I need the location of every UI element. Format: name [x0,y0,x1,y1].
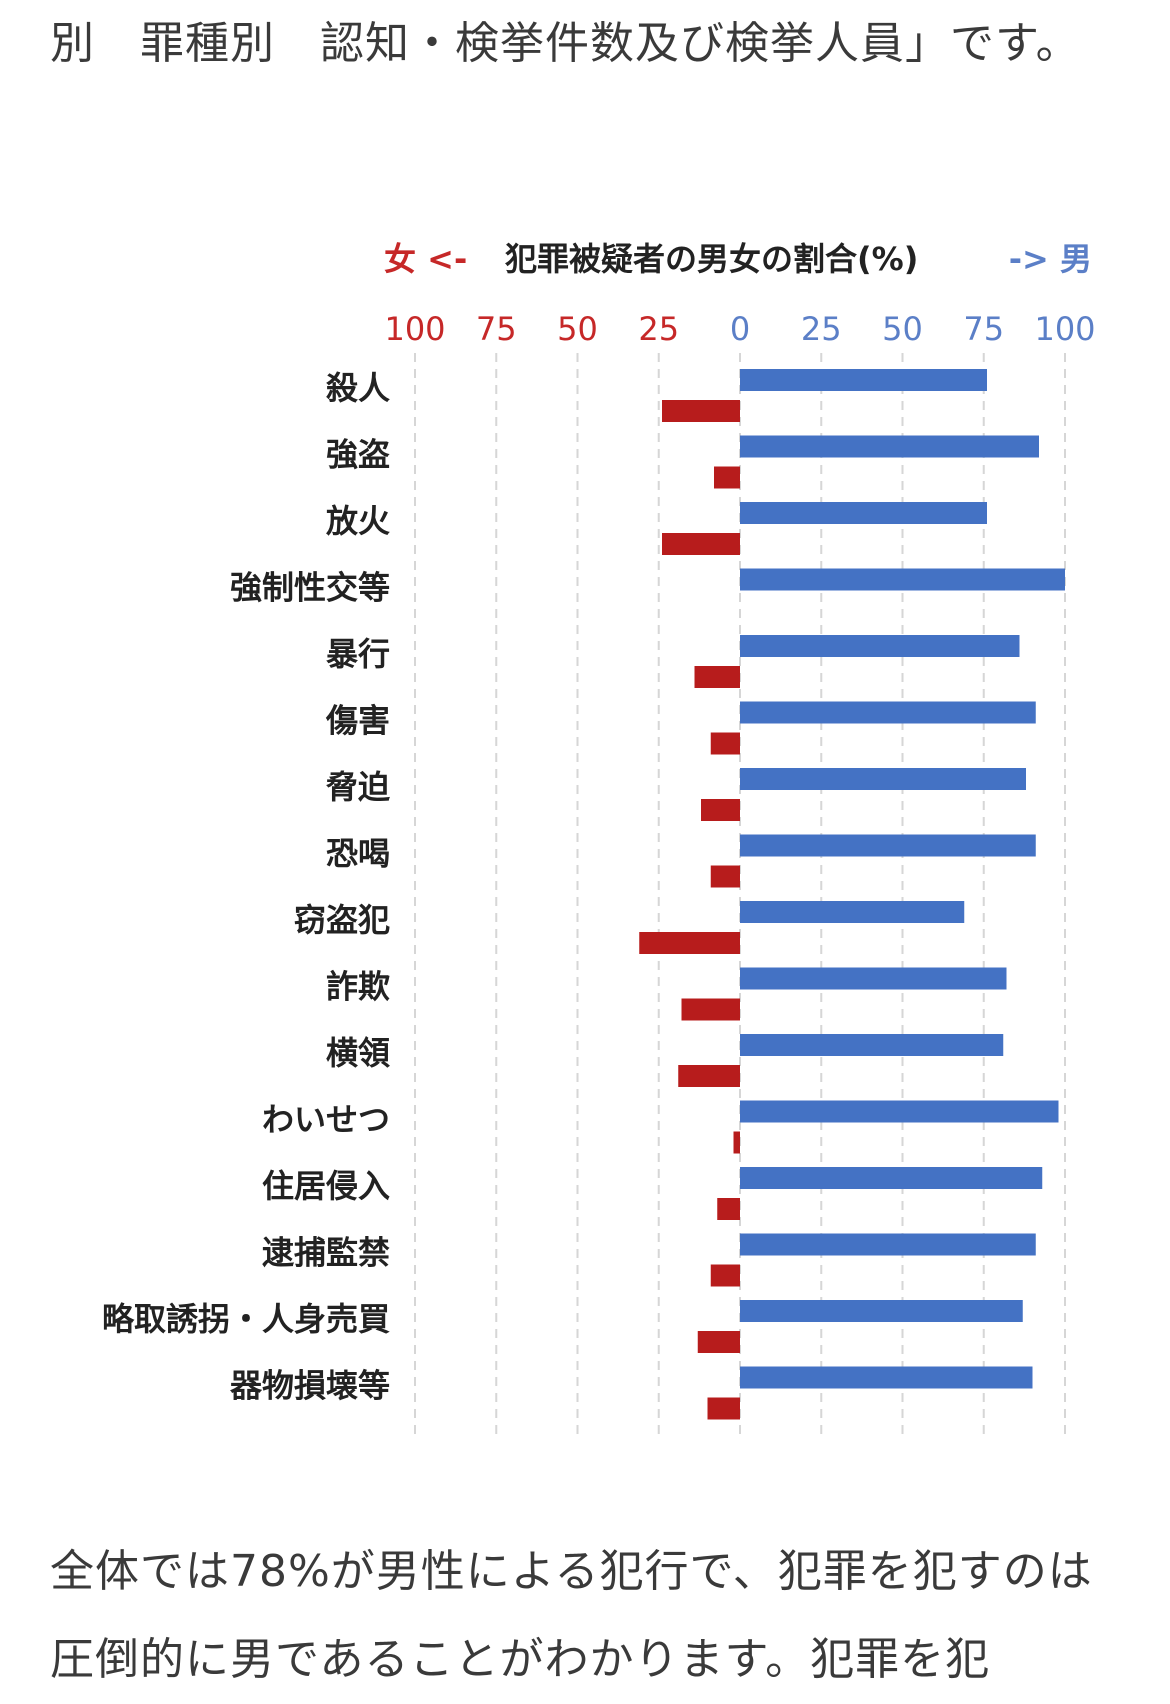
male-bar [740,1366,1033,1389]
male-bar [740,768,1026,790]
female-tick-label: 50 [557,310,598,348]
chart-header: 女 <- 犯罪被疑者の男女の割合(%) -> 男 [384,240,1092,278]
female-bar [662,533,740,555]
male-bar [740,1100,1059,1123]
female-bar [710,865,740,888]
female-bar [701,799,740,821]
category-label: 詐欺 [326,968,390,1006]
male-tick-label: 75 [963,310,1004,348]
male-bar [740,901,965,923]
male-direction-label: -> 男 [1009,240,1092,278]
male-bar [740,1034,1004,1056]
category-label: 恐喝 [326,835,390,873]
male-bar [740,369,987,391]
summary-paragraph: 全体では78%が男性による犯行で、犯罪を犯すのは圧倒的に男であることがわかります… [50,1546,1093,1685]
female-bar [707,1397,740,1420]
male-tick-label: 50 [882,310,923,348]
male-bar [740,967,1007,990]
gender-ratio-chart: 殺人強盗放火強制性交等暴行傷害脅迫恐喝窃盗犯詐欺横領わいせつ住居侵入逮捕監禁略取… [102,240,1096,1440]
female-bar [681,998,740,1021]
category-label: 傷害 [325,702,390,740]
category-label: 脅迫 [326,768,390,806]
category-label: 略取誘拐・人身売買 [102,1300,390,1338]
female-tick-label: 25 [638,310,679,348]
female-bar [694,666,740,688]
female-bar [678,1065,740,1087]
male-tick-label: 25 [801,310,842,348]
male-bar [740,701,1036,724]
category-label: 横領 [326,1034,390,1072]
category-label: 強制性交等 [230,569,390,607]
category-labels: 殺人強盗放火強制性交等暴行傷害脅迫恐喝窃盗犯詐欺横領わいせつ住居侵入逮捕監禁略取… [102,369,390,1405]
female-direction-label: 女 <- [384,240,467,278]
male-tick-label: 100 [1034,310,1095,348]
intro-paragraph: 別 罪種別 認知・検挙件数及び検挙人員」です。 [50,18,1081,69]
female-bar [697,1331,740,1353]
category-label: 逮捕監禁 [262,1234,390,1272]
category-label: 暴行 [326,635,390,673]
male-bar [740,1167,1043,1189]
bars [639,369,1065,1420]
female-tick-label: 75 [476,310,517,348]
category-label: わいせつ [262,1101,390,1139]
chart-title: 犯罪被疑者の男女の割合(%) [505,240,918,278]
female-bar [714,466,740,489]
female-bar [733,1131,740,1154]
tick-labels: 100 75 50 25 0 25 50 75 100 [384,310,1095,348]
male-tick-label: 0 [730,310,750,348]
category-label: 殺人 [326,369,390,407]
female-bar [710,732,740,755]
male-bar [740,834,1036,857]
female-bar [717,1198,740,1220]
category-label: 窃盗犯 [294,901,390,939]
male-bar [740,1233,1036,1256]
male-bar [740,1300,1023,1322]
female-bar [662,400,740,422]
male-bar [740,568,1065,591]
female-tick-label: 100 [384,310,445,348]
female-bar [710,1264,740,1287]
category-label: 放火 [326,502,390,540]
male-bar [740,502,987,524]
category-label: 強盗 [326,436,390,474]
category-label: 住居侵入 [262,1167,390,1205]
category-label: 器物損壊等 [229,1367,390,1405]
male-bar [740,435,1039,458]
female-bar [639,932,740,954]
male-bar [740,635,1020,657]
